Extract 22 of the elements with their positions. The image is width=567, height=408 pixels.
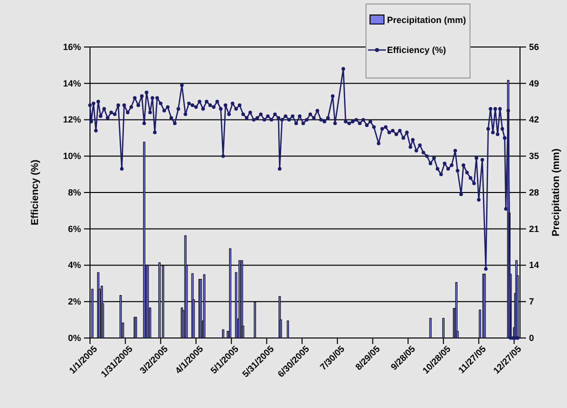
y-tick-label: 6% <box>68 224 81 234</box>
y-tick-label: 12% <box>62 114 81 125</box>
y2-tick-label: 14 <box>529 260 540 270</box>
y2-tick-label: 56 <box>529 42 540 52</box>
y-tick-label: 14% <box>62 78 81 88</box>
y2-tick-label: 42 <box>529 114 540 125</box>
y2-tick-label: 21 <box>529 224 540 234</box>
legend-label: Efficiency (%) <box>387 45 446 55</box>
y2-tick-label: 28 <box>529 187 540 198</box>
y2-tick-label: 0 <box>529 332 534 343</box>
y-tick-label: 16% <box>62 42 81 52</box>
y2-axis-title: Precipitation (mm) <box>551 148 562 236</box>
y-tick-label: 8% <box>68 187 81 198</box>
y-axis-title: Efficiency (%) <box>30 160 41 226</box>
y2-tick-label: 7 <box>529 296 534 307</box>
y-tick-label: 10% <box>62 151 81 162</box>
legend-label: Precipitation (mm) <box>387 15 466 25</box>
y2-tick-label: 49 <box>529 78 540 88</box>
y2-tick-label: 35 <box>529 151 540 162</box>
y-tick-label: 2% <box>68 296 81 307</box>
y-tick-label: 0% <box>68 332 81 343</box>
y-tick-label: 4% <box>68 260 81 270</box>
